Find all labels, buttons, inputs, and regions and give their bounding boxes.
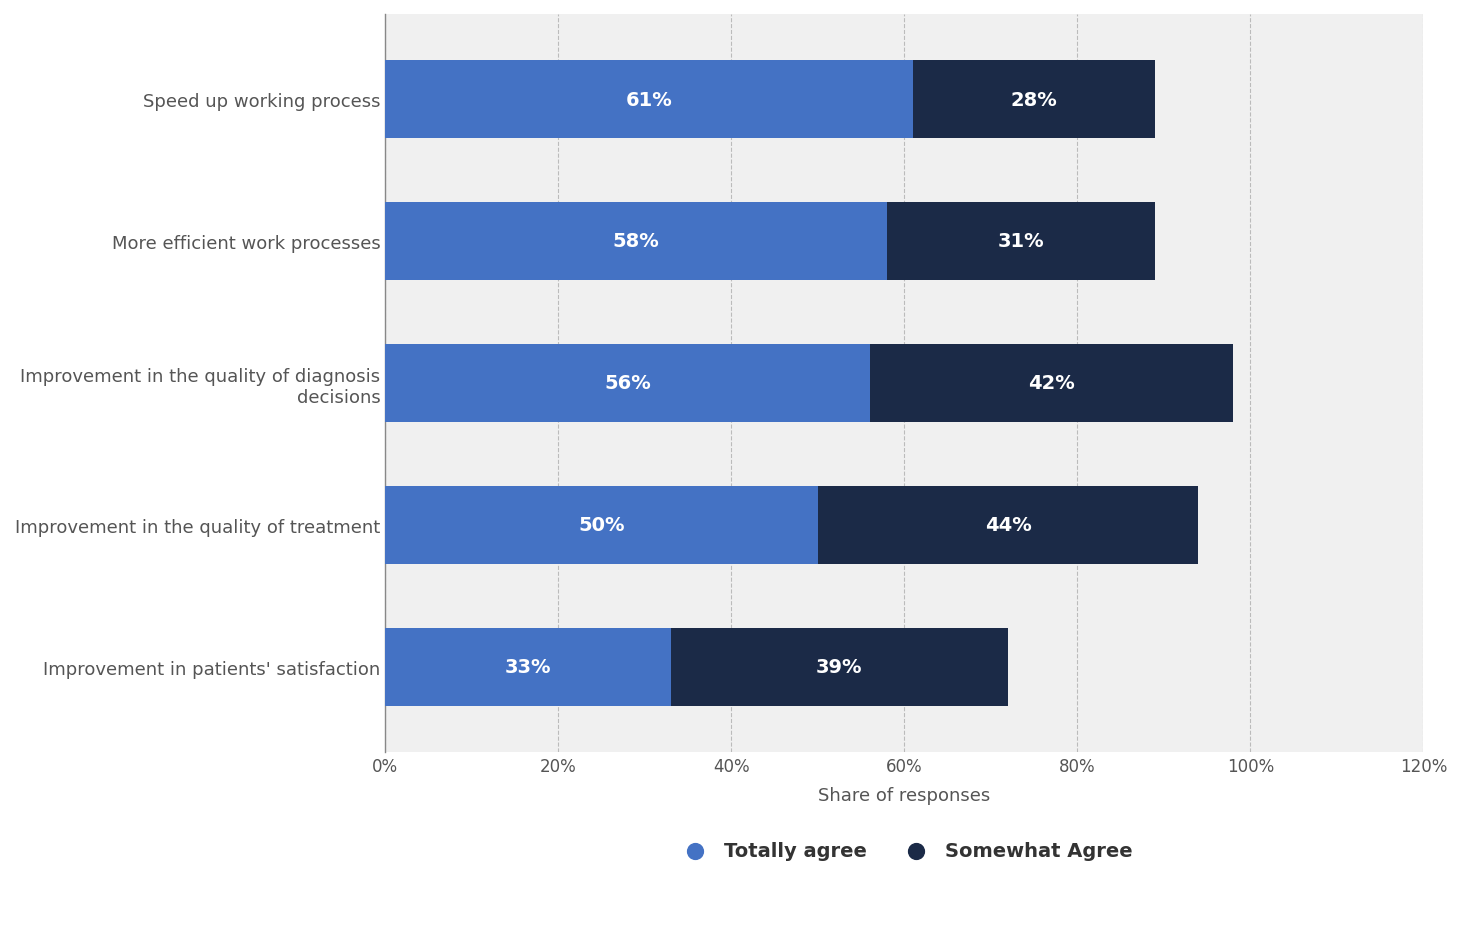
Text: 61%: 61% bbox=[626, 91, 673, 109]
Text: 44%: 44% bbox=[984, 515, 1031, 535]
Text: 58%: 58% bbox=[613, 233, 659, 251]
Text: 56%: 56% bbox=[604, 374, 651, 393]
Bar bbox=[870, 345, 1232, 423]
Text: 42%: 42% bbox=[1028, 374, 1075, 393]
Text: 33%: 33% bbox=[504, 657, 551, 677]
Bar bbox=[385, 203, 887, 281]
Bar bbox=[385, 61, 912, 139]
Bar bbox=[817, 486, 1199, 565]
Bar bbox=[385, 628, 671, 705]
Legend: Totally agree, Somewhat Agree: Totally agree, Somewhat Agree bbox=[675, 841, 1133, 860]
X-axis label: Share of responses: Share of responses bbox=[819, 786, 990, 804]
Bar bbox=[385, 345, 870, 423]
Bar bbox=[671, 628, 1007, 705]
Text: 39%: 39% bbox=[816, 657, 863, 677]
Text: 31%: 31% bbox=[997, 233, 1044, 251]
Text: 28%: 28% bbox=[1010, 91, 1057, 109]
Bar bbox=[912, 61, 1155, 139]
Text: 50%: 50% bbox=[577, 515, 624, 535]
Bar bbox=[887, 203, 1155, 281]
Bar bbox=[385, 486, 817, 565]
